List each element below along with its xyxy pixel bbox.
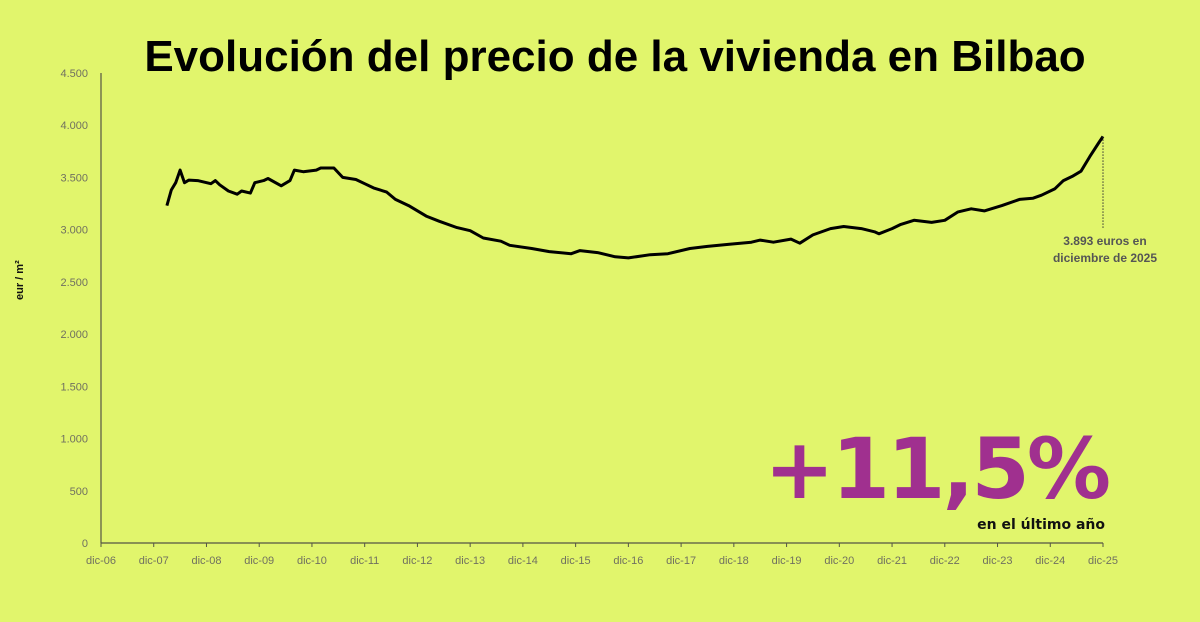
x-tick-label: dic-16	[613, 555, 643, 567]
x-tick-label: dic-19	[772, 555, 802, 567]
y-tick-label: 2.000	[60, 329, 88, 341]
y-tick-label: 3.000	[60, 225, 88, 237]
headline-subtitle: en el último año	[977, 517, 1105, 533]
last-value-annotation: 3.893 euros en diciembre de 2025	[1040, 233, 1170, 267]
y-tick-label: 2.500	[60, 277, 88, 289]
x-tick-label: dic-15	[561, 555, 591, 567]
x-tick-label: dic-10	[297, 555, 327, 567]
last-value-line1: 3.893 euros en	[1063, 234, 1147, 248]
x-tick-label: dic-12	[402, 555, 432, 567]
x-tick-label: dic-13	[455, 555, 485, 567]
y-tick-label: 1.000	[60, 434, 88, 446]
y-tick-label: 500	[70, 486, 88, 498]
x-tick-label: dic-08	[191, 555, 221, 567]
price-line	[165, 135, 1105, 260]
x-tick-label: dic-11	[350, 555, 379, 567]
x-tick-label: dic-24	[1035, 555, 1065, 567]
x-tick-label: dic-14	[508, 555, 538, 567]
y-tick-label: 1.500	[60, 381, 88, 393]
x-tick-label: dic-20	[824, 555, 854, 567]
y-tick-label: 4.000	[60, 120, 88, 132]
last-value-line2: diciembre de 2025	[1052, 251, 1158, 265]
x-tick-label: dic-22	[930, 555, 960, 567]
x-tick-label: dic-23	[983, 555, 1013, 567]
chart-title: Evolución del precio de la vivienda en B…	[144, 32, 1086, 81]
headline-change: +11,5%	[764, 420, 1111, 518]
x-tick-label: dic-25	[1088, 555, 1118, 567]
x-tick-label: dic-07	[139, 555, 169, 567]
x-tick-label: dic-21	[877, 555, 907, 567]
x-tick-label: dic-17	[666, 555, 696, 567]
y-tick-label: 4.500	[60, 68, 88, 80]
y-tick-label: 3.500	[60, 172, 88, 184]
x-tick-label: dic-06	[86, 555, 116, 567]
y-tick-label: 0	[82, 538, 88, 550]
x-tick-label: dic-18	[719, 555, 749, 567]
x-tick-label: dic-09	[244, 555, 274, 567]
